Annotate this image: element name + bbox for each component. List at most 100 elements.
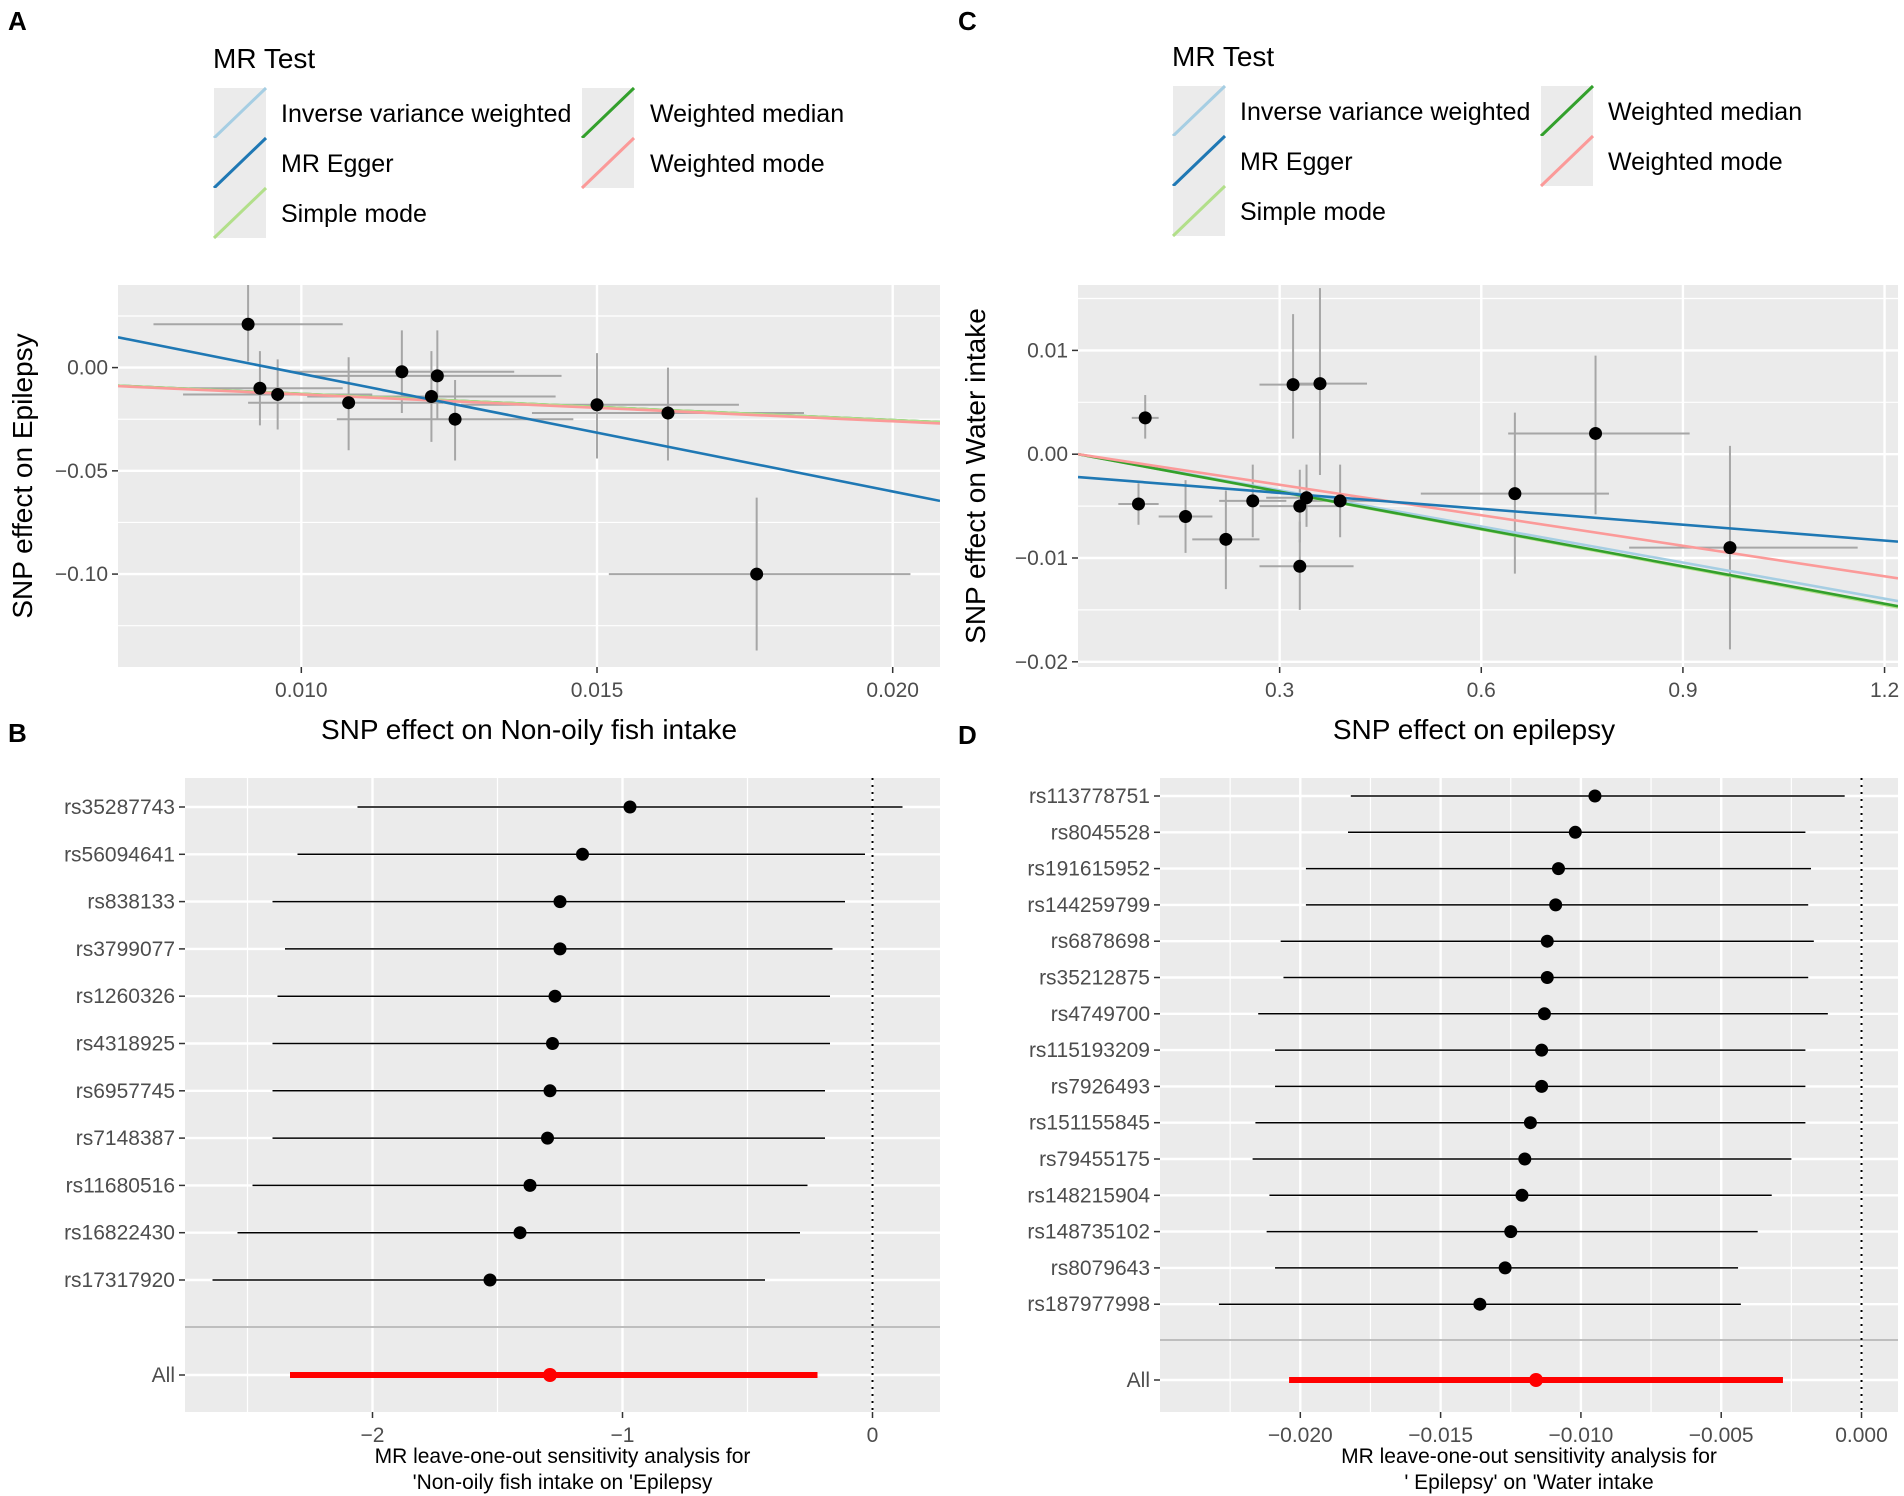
legend-title: MR Test bbox=[1172, 41, 1274, 72]
legend-key-ivw bbox=[212, 86, 268, 140]
data-point bbox=[1219, 532, 1233, 546]
data-point bbox=[1246, 494, 1260, 508]
x-tick-label: 0.020 bbox=[866, 679, 919, 702]
snp-label: rs79455175 bbox=[1039, 1148, 1150, 1171]
snp-label: rs3799077 bbox=[76, 938, 175, 961]
x-tick-label: 0.6 bbox=[1467, 679, 1496, 702]
snp-label: rs148215904 bbox=[1027, 1184, 1150, 1207]
legend-title: MR Test bbox=[213, 43, 315, 74]
snp-label: rs8079643 bbox=[1051, 1257, 1150, 1280]
data-point bbox=[241, 317, 255, 331]
legend-panel-a: MR Test Inverse variance weighted MR Egg… bbox=[212, 43, 844, 240]
estimate-point bbox=[1473, 1297, 1487, 1311]
estimate-point bbox=[1504, 1225, 1518, 1239]
legend-label-weighted-mode: Weighted mode bbox=[1608, 148, 1783, 176]
estimate-point bbox=[553, 895, 567, 909]
overall-label: All bbox=[1127, 1369, 1150, 1392]
y-tick-label: −0.10 bbox=[55, 563, 108, 586]
x-tick-label: −0.005 bbox=[1689, 1424, 1754, 1447]
estimate-point bbox=[543, 1084, 557, 1098]
data-point bbox=[1723, 541, 1737, 555]
forest-chart-b: −2 −1 0 rs35287743 rs56094641 rs838133 rs37990… bbox=[64, 778, 940, 1494]
snp-label: rs11680516 bbox=[66, 1174, 175, 1197]
x-tick-label: −0.010 bbox=[1548, 1424, 1613, 1447]
x-axis-title: SNP effect on Non-oily fish intake bbox=[321, 714, 737, 745]
estimate-point bbox=[523, 1178, 537, 1192]
snp-label: rs17317920 bbox=[64, 1269, 175, 1292]
y-tick-label: 0.00 bbox=[1027, 443, 1068, 466]
snp-label: rs115193209 bbox=[1029, 1039, 1150, 1062]
snp-label: rs1260326 bbox=[76, 985, 175, 1008]
legend-key-weighted-mode bbox=[1539, 134, 1595, 188]
y-tick-label: −0.05 bbox=[55, 460, 108, 483]
x-tick-label: 0.000 bbox=[1835, 1424, 1888, 1447]
data-point bbox=[448, 412, 462, 426]
data-point bbox=[430, 369, 444, 383]
snp-label: rs4318925 bbox=[76, 1033, 175, 1056]
snp-label: rs191615952 bbox=[1027, 858, 1150, 881]
y-tick-label: 0.00 bbox=[67, 357, 108, 380]
legend-key-weighted-median bbox=[1539, 84, 1595, 138]
panel-letter-c: C bbox=[958, 6, 977, 36]
regression-line bbox=[1078, 452, 1898, 580]
legend-key-ivw bbox=[1171, 84, 1227, 138]
legend-label-weighted-median: Weighted median bbox=[1608, 98, 1802, 126]
data-point bbox=[342, 396, 356, 410]
estimate-point bbox=[1515, 1188, 1529, 1202]
legend-label-simple-mode: Simple mode bbox=[281, 200, 427, 228]
estimate-point bbox=[546, 1037, 559, 1050]
estimate-point bbox=[1535, 1043, 1549, 1057]
x-axis-title-line2: 'Non-oily fish intake on 'Epilepsy bbox=[413, 1471, 713, 1494]
y-tick-label: 0.01 bbox=[1027, 339, 1068, 362]
estimate-point bbox=[548, 989, 562, 1003]
data-point bbox=[661, 406, 675, 420]
estimate-point bbox=[541, 1131, 554, 1145]
x-tick-label: 0.9 bbox=[1668, 679, 1697, 702]
estimate-point bbox=[1588, 789, 1602, 803]
estimate-point bbox=[1498, 1261, 1512, 1275]
regression-line bbox=[118, 336, 940, 503]
estimate-point bbox=[623, 800, 637, 814]
plot-area bbox=[118, 285, 940, 651]
x-tick-label: −2 bbox=[361, 1424, 385, 1447]
x-tick-label: −0.020 bbox=[1268, 1424, 1333, 1447]
y-tick-label: −0.01 bbox=[1015, 547, 1068, 570]
snp-label: rs6878698 bbox=[1051, 930, 1150, 953]
snp-label: rs144259799 bbox=[1027, 894, 1150, 917]
data-point bbox=[1589, 426, 1603, 440]
estimate-point bbox=[553, 942, 567, 956]
estimate-point bbox=[1518, 1152, 1532, 1166]
y-tick-label: −0.02 bbox=[1015, 651, 1068, 674]
estimate-point bbox=[483, 1273, 497, 1287]
data-point bbox=[590, 398, 604, 412]
legend-panel-c: MR Test Inverse variance weighted MR Egg… bbox=[1171, 41, 1802, 238]
estimate-point bbox=[1551, 862, 1565, 876]
data-point bbox=[1138, 411, 1152, 425]
estimate-point bbox=[1549, 898, 1563, 912]
legend-label-ivw: Inverse variance weighted bbox=[281, 100, 571, 128]
x-tick-label: −0.015 bbox=[1408, 1424, 1473, 1447]
snp-label: rs838133 bbox=[87, 891, 175, 914]
legend-label-ivw: Inverse variance weighted bbox=[1240, 98, 1530, 126]
data-point bbox=[1286, 378, 1300, 392]
plot-background bbox=[118, 285, 940, 667]
legend-key-egger bbox=[1171, 134, 1227, 188]
overall-label: All bbox=[152, 1364, 175, 1387]
y-axis-title: SNP effect on Epilepsy bbox=[7, 333, 38, 618]
x-tick-label: 1.2 bbox=[1870, 679, 1899, 702]
snp-label: rs113778751 bbox=[1029, 785, 1150, 808]
data-point bbox=[395, 365, 409, 379]
data-point bbox=[1131, 497, 1145, 511]
regression-line bbox=[1078, 475, 1898, 543]
data-point bbox=[750, 567, 764, 581]
data-point bbox=[1313, 377, 1327, 391]
x-tick-label: 0.015 bbox=[571, 679, 624, 702]
x-axis-title-line2: ' Epilepsy' on 'Water intake bbox=[1404, 1471, 1653, 1494]
plot-area bbox=[1078, 288, 1898, 650]
data-point bbox=[1293, 559, 1307, 573]
data-point bbox=[253, 381, 267, 395]
legend-key-simple-mode bbox=[212, 186, 268, 240]
data-point bbox=[271, 387, 285, 401]
estimate-point bbox=[1537, 1007, 1551, 1021]
